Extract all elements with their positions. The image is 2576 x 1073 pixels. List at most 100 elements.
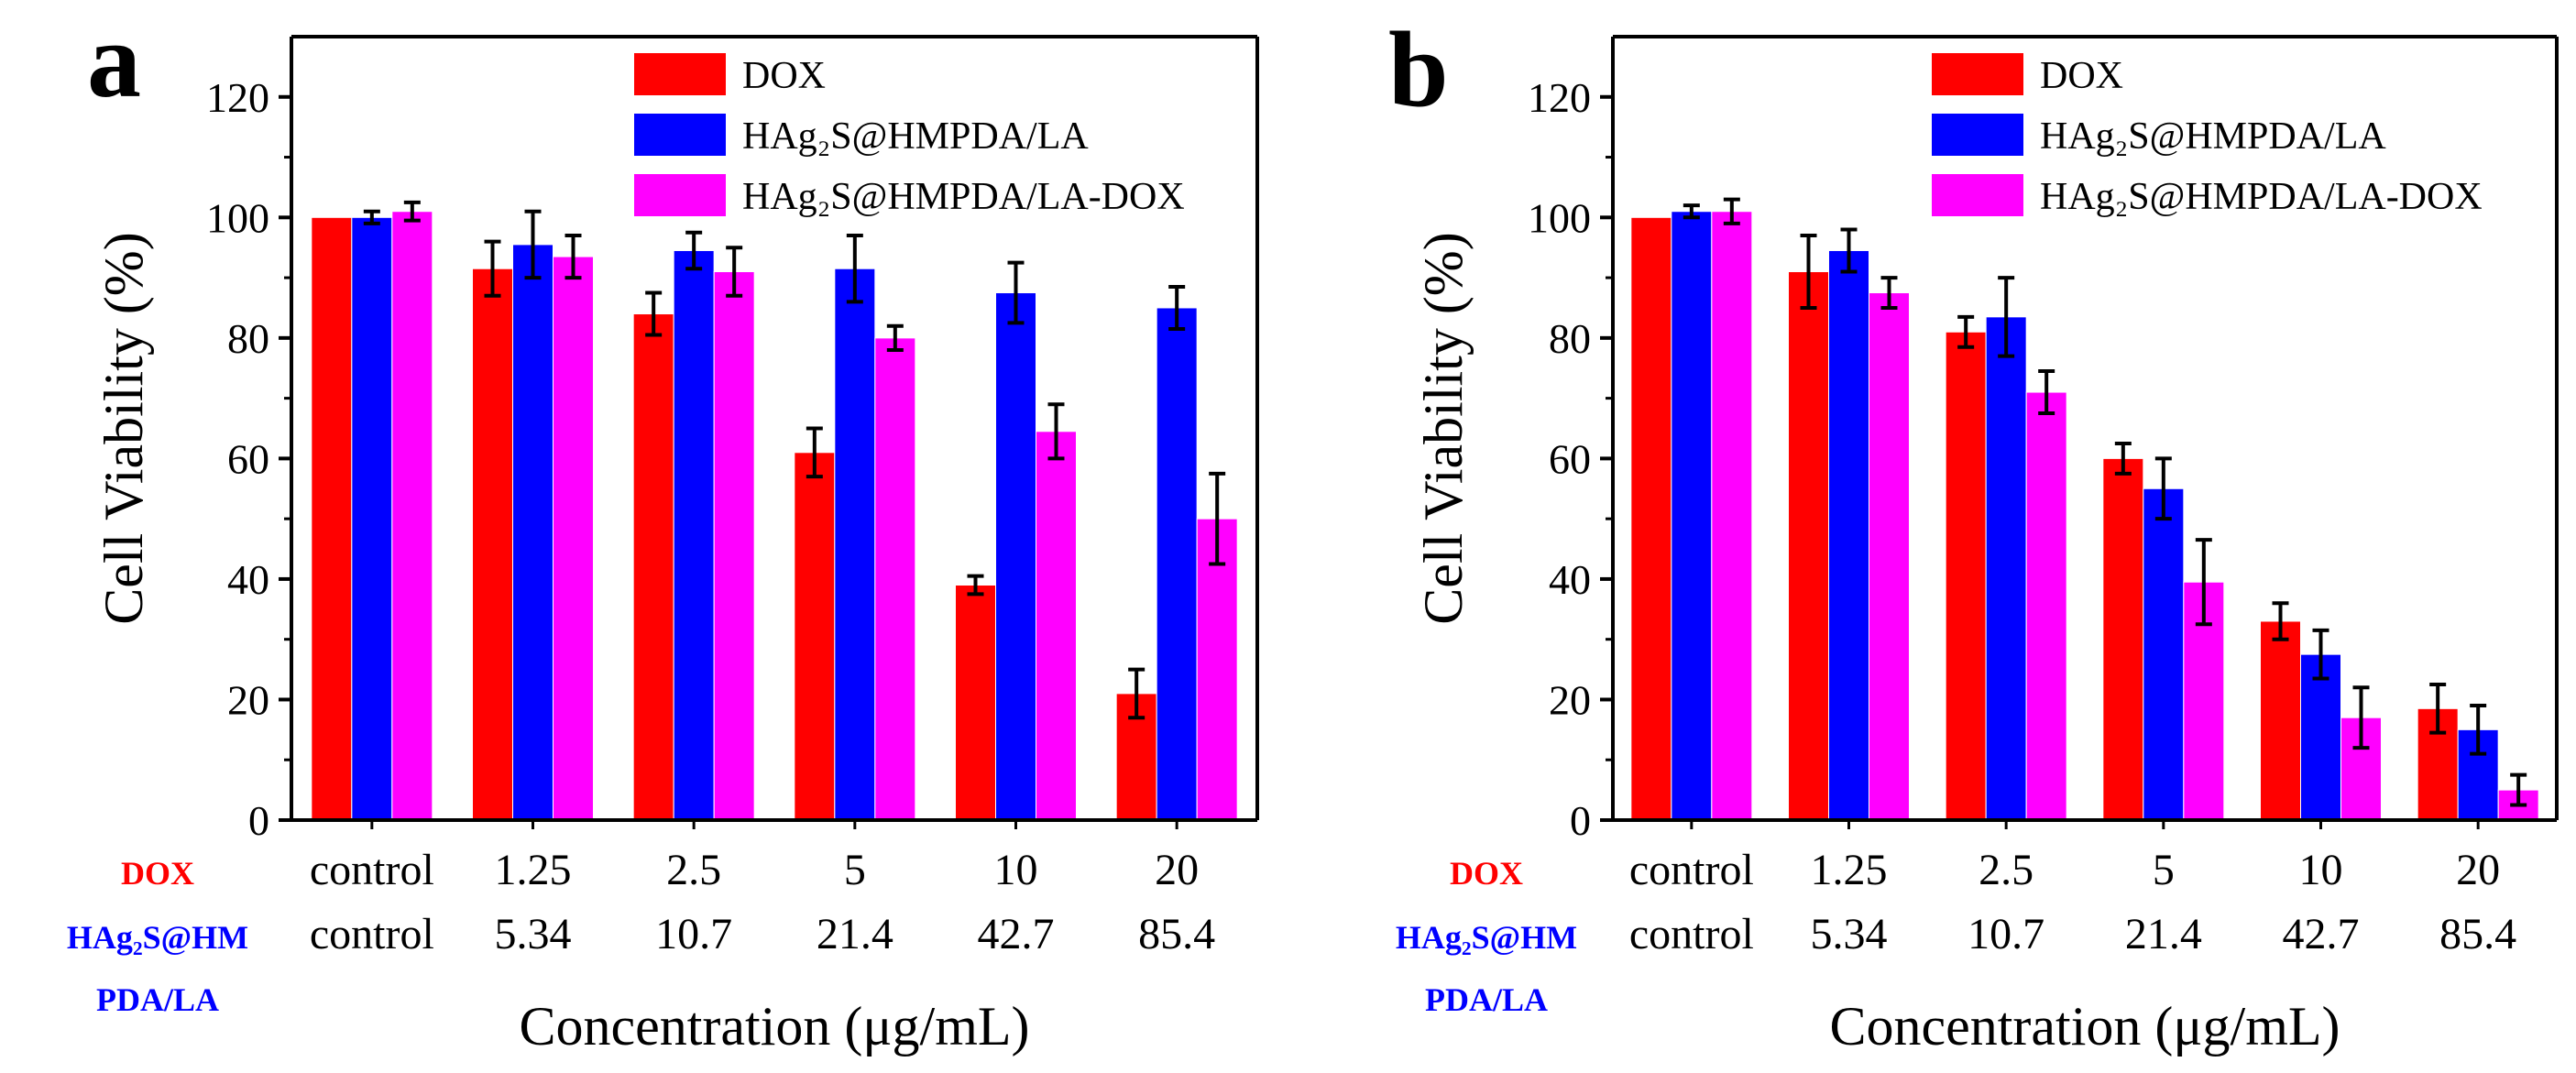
row-label-hags-line2: PDA/LA: [96, 981, 219, 1018]
bar: [311, 216, 353, 821]
series-2: [1671, 203, 2499, 821]
legend-label: DOX: [742, 55, 826, 97]
y-tick-label: 80: [227, 315, 269, 362]
bar: [1869, 292, 1910, 821]
bar: [391, 211, 433, 821]
bar: [2260, 620, 2301, 821]
series-1: [311, 216, 1157, 821]
bar: [1711, 211, 1753, 821]
y-tick-label: 40: [227, 556, 269, 603]
y-axis-title: Cell Viability (%): [1413, 232, 1474, 625]
legend-label: HAg₂S@HMPDA/LA: [742, 115, 1089, 158]
y-tick-label: 20: [1549, 676, 1591, 723]
x-tick-label-dox: 2.5: [1979, 846, 2033, 894]
x-tick-label-dox: 2.5: [666, 846, 721, 894]
panel-label: a: [87, 0, 141, 120]
series-1: [1630, 216, 2459, 821]
y-tick-label: 80: [1549, 315, 1591, 362]
x-tick-label-dox: control: [1629, 846, 1754, 894]
bar: [995, 292, 1036, 821]
legend-swatch: [634, 53, 726, 95]
bar: [1945, 331, 1987, 821]
x-tick-label-dox: 5: [844, 846, 866, 894]
bar: [1985, 316, 2027, 821]
bar: [673, 249, 715, 821]
bar: [955, 585, 996, 821]
x-tick-label-dox: 10: [994, 846, 1038, 894]
x-tick-label-hags: 5.34: [495, 910, 572, 958]
y-tick-label: 60: [227, 435, 269, 482]
x-tick-label-dox: control: [310, 846, 434, 894]
legend-label: HAg₂S@HMPDA/LA-DOX: [742, 176, 1185, 218]
x-tick-label-hags: 85.4: [2439, 910, 2516, 958]
x-tick-label-hags: 21.4: [817, 910, 893, 958]
chart-panel-b: 0 20 40 60 80 100 120 control control 1.25 5.34 2.5…: [1388, 9, 2559, 1057]
y-tick-label: 100: [1528, 194, 1591, 241]
x-tick-label-dox: 5: [2153, 846, 2175, 894]
x-tick-label-hags: 42.7: [978, 910, 1055, 958]
y-tick-label: 0: [1570, 797, 1591, 844]
bar: [1671, 211, 1713, 821]
x-tick-label-hags: 10.7: [655, 910, 732, 958]
x-tick-label-dox: 10: [2299, 846, 2343, 894]
row-label-hags-line2: PDA/LA: [1425, 981, 1548, 1018]
bar: [1036, 431, 1077, 821]
x-tick-label-dox: 1.25: [495, 846, 572, 894]
x-tick-label-dox: 20: [2456, 846, 2500, 894]
x-axis-title: Concentration (μg/mL): [519, 996, 1029, 1057]
legend-swatch: [634, 114, 726, 156]
series-3: [1711, 197, 2539, 821]
legend-swatch: [1932, 174, 2023, 216]
x-tick-label-hags: 42.7: [2283, 910, 2360, 958]
bar: [2143, 487, 2185, 821]
bar: [512, 244, 554, 821]
y-tick-label: 100: [206, 194, 269, 241]
row-label-dox: DOX: [1450, 855, 1523, 892]
legend-label: HAg₂S@HMPDA/LA-DOX: [2040, 176, 2483, 218]
x-tick-label-dox: 20: [1155, 846, 1199, 894]
row-label-hags-line1: HAg₂S@HM: [1396, 919, 1577, 956]
series-3: [391, 200, 1238, 821]
y-tick-label: 40: [1549, 556, 1591, 603]
bar: [1788, 271, 1829, 821]
legend: DOX HAg₂S@HMPDA/LA HAg₂S@HMPDA/LA-DOX: [1932, 53, 2483, 218]
bar: [794, 452, 836, 821]
x-tick-label-hags: 5.34: [1811, 910, 1888, 958]
chart-panel-a: 0 20 40 60 80 100 120 control control 1.25 5.34 2.5…: [67, 0, 1259, 1057]
row-label-dox: DOX: [121, 855, 194, 892]
y-tick-label: 120: [206, 74, 269, 121]
y-tick-label: 60: [1549, 435, 1591, 482]
legend-swatch: [1932, 53, 2023, 95]
bar: [472, 268, 513, 821]
bar: [2025, 391, 2067, 821]
y-tick-label: 120: [1528, 74, 1591, 121]
x-tick-label-hags: control: [310, 910, 434, 958]
bar: [351, 216, 393, 821]
y-tick-label: 20: [227, 676, 269, 723]
x-tick-label-dox: 1.25: [1811, 846, 1888, 894]
bar: [1156, 307, 1198, 821]
x-axis-title: Concentration (μg/mL): [1829, 996, 2340, 1057]
row-label-hags-line1: HAg₂S@HM: [67, 919, 248, 956]
y-tick-label: 0: [248, 797, 269, 844]
bar: [1828, 249, 1869, 821]
legend-label: DOX: [2040, 55, 2123, 97]
legend: DOX HAg₂S@HMPDA/LA HAg₂S@HMPDA/LA-DOX: [634, 53, 1185, 218]
x-tick-label-hags: 21.4: [2125, 910, 2202, 958]
legend-swatch: [634, 174, 726, 216]
bar: [553, 256, 594, 821]
bar: [834, 268, 876, 821]
x-tick-label-hags: 85.4: [1138, 910, 1215, 958]
legend-swatch: [1932, 114, 2023, 156]
x-tick-label-hags: 10.7: [1968, 910, 2044, 958]
bar: [2102, 457, 2144, 821]
bar: [1196, 518, 1238, 821]
legend-label: HAg₂S@HMPDA/LA: [2040, 115, 2386, 158]
bar: [1630, 216, 1672, 821]
bar: [874, 337, 916, 821]
y-axis-title: Cell Viability (%): [93, 232, 154, 625]
panel-label: b: [1388, 9, 1449, 129]
x-tick-label-hags: control: [1629, 910, 1754, 958]
bar: [713, 271, 755, 821]
